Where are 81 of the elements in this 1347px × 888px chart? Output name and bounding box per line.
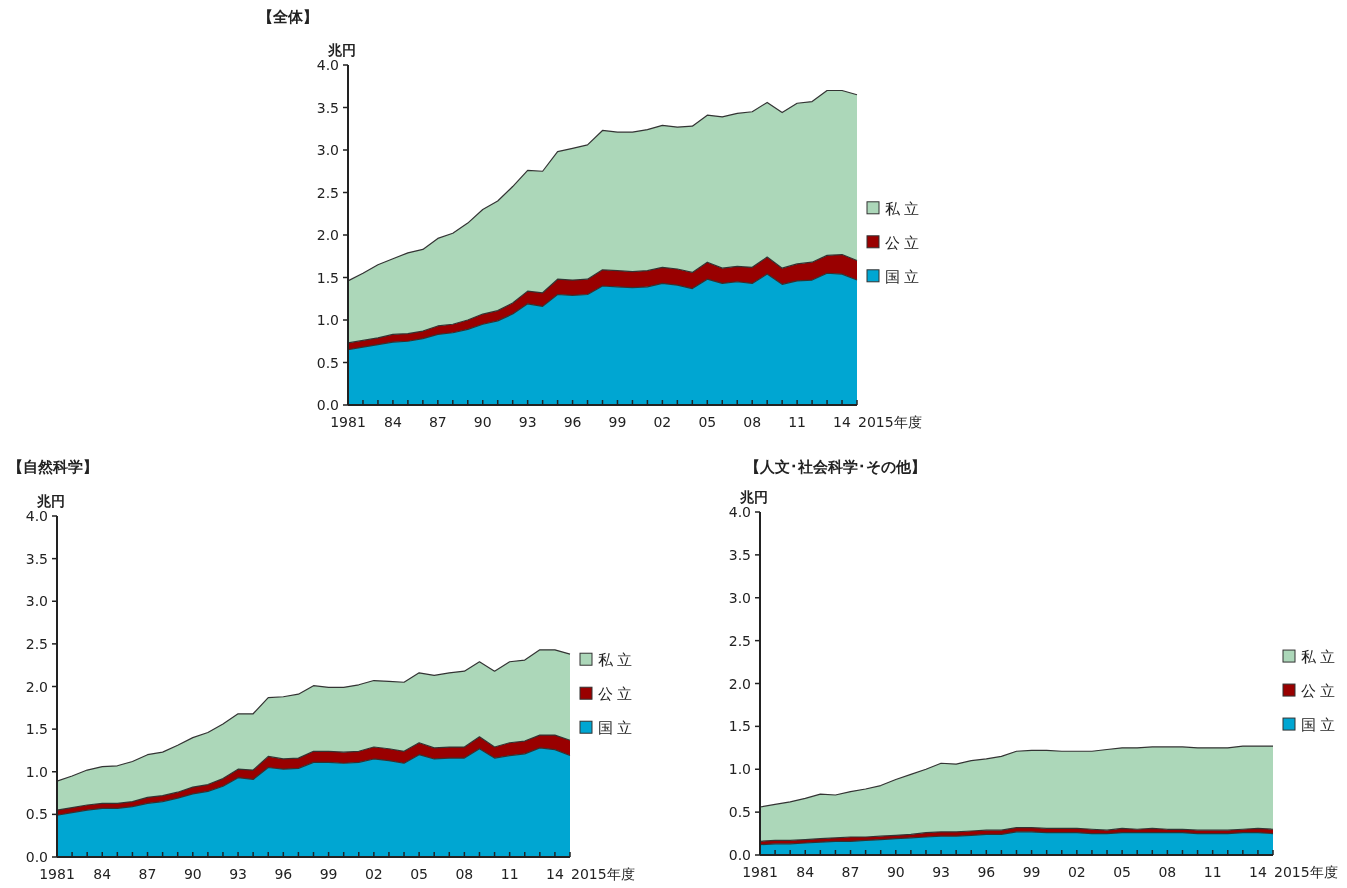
x-tick-label: 90 bbox=[183, 866, 202, 882]
y-tick-label: 2.5 bbox=[316, 184, 339, 201]
y-tick-label: 0.0 bbox=[25, 849, 48, 865]
x-tick-label: 87 bbox=[428, 414, 447, 430]
x-tick-label: 90 bbox=[886, 864, 905, 880]
x-tick-label: 14 bbox=[1249, 864, 1267, 880]
legend-label: 私立 bbox=[1301, 648, 1339, 667]
x-tick-label: 14 bbox=[546, 866, 564, 882]
x-axis-title: 2015年度 bbox=[858, 414, 922, 430]
chart-title: 【自然科学】 bbox=[8, 458, 98, 476]
x-tick-label: 08 bbox=[1158, 864, 1177, 880]
x-tick-label: 05 bbox=[698, 414, 717, 430]
legend-label: 公立 bbox=[1301, 682, 1339, 701]
y-axis-title: 兆円 bbox=[36, 493, 65, 509]
x-tick-label: 84 bbox=[93, 866, 112, 882]
y-tick-label: 4.0 bbox=[316, 57, 339, 73]
y-tick-label: 4.0 bbox=[25, 508, 48, 524]
y-tick-label: 2.0 bbox=[728, 675, 751, 692]
legend-label: 私立 bbox=[598, 651, 636, 670]
y-tick-label: 3.0 bbox=[316, 142, 339, 158]
x-tick-label: 84 bbox=[796, 864, 815, 880]
x-tick-label: 87 bbox=[138, 866, 157, 882]
y-tick-label: 0.5 bbox=[25, 806, 48, 823]
x-tick-label: 08 bbox=[743, 414, 762, 430]
y-tick-label: 2.5 bbox=[25, 635, 48, 652]
y-tick-label: 0.5 bbox=[728, 804, 751, 821]
y-axis-title: 兆円 bbox=[327, 42, 356, 58]
y-tick-label: 1.0 bbox=[25, 763, 48, 780]
x-tick-label: 96 bbox=[977, 864, 996, 880]
x-tick-label: 11 bbox=[500, 866, 519, 882]
x-tick-label: 05 bbox=[410, 866, 429, 882]
y-tick-label: 3.5 bbox=[316, 99, 339, 116]
x-tick-label: 99 bbox=[1022, 864, 1041, 880]
chart-title: 【人文･社会科学･その他】 bbox=[745, 458, 926, 476]
y-tick-label: 3.0 bbox=[25, 593, 48, 610]
y-tick-label: 0.5 bbox=[316, 354, 339, 371]
x-tick-label: 05 bbox=[1113, 864, 1132, 880]
y-axis-title: 兆円 bbox=[739, 489, 768, 505]
y-tick-label: 0.0 bbox=[728, 847, 751, 863]
x-tick-label: 11 bbox=[1203, 864, 1222, 880]
legend-label: 公立 bbox=[885, 233, 923, 252]
y-tick-label: 3.0 bbox=[728, 589, 751, 606]
x-tick-label: 02 bbox=[653, 414, 672, 430]
x-tick-label: 93 bbox=[932, 864, 950, 880]
x-tick-label: 96 bbox=[563, 414, 582, 430]
x-tick-label: 1981 bbox=[742, 864, 778, 880]
y-tick-label: 1.0 bbox=[728, 761, 751, 778]
y-tick-label: 1.5 bbox=[316, 269, 339, 286]
y-tick-label: 2.5 bbox=[728, 632, 751, 649]
x-tick-label: 1981 bbox=[39, 866, 75, 882]
x-axis-title: 2015年度 bbox=[1274, 864, 1338, 880]
y-tick-label: 1.5 bbox=[728, 718, 751, 735]
legend-label: 国立 bbox=[1301, 716, 1339, 735]
x-tick-label: 11 bbox=[788, 414, 807, 430]
y-tick-label: 1.0 bbox=[316, 312, 339, 328]
y-tick-label: 1.5 bbox=[25, 721, 48, 738]
x-tick-label: 87 bbox=[841, 864, 860, 880]
y-tick-label: 2.0 bbox=[316, 227, 339, 243]
x-axis-title: 2015年度 bbox=[571, 866, 635, 882]
y-tick-label: 3.5 bbox=[25, 550, 48, 567]
x-tick-label: 93 bbox=[518, 414, 537, 430]
x-tick-label: 99 bbox=[319, 866, 338, 882]
legend-label: 私立 bbox=[885, 199, 923, 218]
x-tick-label: 14 bbox=[833, 414, 852, 430]
x-tick-label: 02 bbox=[1067, 864, 1086, 880]
x-tick-label: 1981 bbox=[330, 414, 366, 430]
x-tick-label: 99 bbox=[608, 414, 627, 430]
x-tick-label: 02 bbox=[364, 866, 383, 882]
y-tick-label: 4.0 bbox=[728, 504, 751, 520]
legend-label: 国立 bbox=[598, 719, 636, 738]
x-tick-label: 93 bbox=[229, 866, 247, 882]
y-tick-label: 3.5 bbox=[728, 546, 751, 563]
legend-label: 公立 bbox=[598, 685, 636, 704]
x-tick-label: 08 bbox=[455, 866, 474, 882]
x-tick-label: 84 bbox=[384, 414, 402, 430]
chart-title: 【全体】 bbox=[258, 8, 318, 26]
legend-label: 国立 bbox=[885, 267, 923, 286]
y-tick-label: 2.0 bbox=[25, 678, 48, 695]
y-tick-label: 0.0 bbox=[316, 397, 339, 413]
x-tick-label: 96 bbox=[274, 866, 293, 882]
x-tick-label: 90 bbox=[473, 414, 492, 430]
